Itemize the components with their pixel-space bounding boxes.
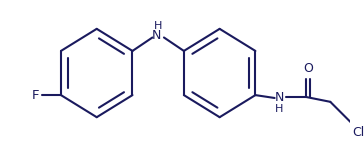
Text: F: F bbox=[31, 89, 39, 102]
Text: N: N bbox=[275, 91, 284, 103]
Text: H: H bbox=[275, 103, 284, 113]
Text: Cl: Cl bbox=[352, 126, 364, 139]
Text: O: O bbox=[303, 62, 313, 75]
Text: N: N bbox=[151, 29, 161, 42]
Text: H: H bbox=[154, 21, 162, 31]
